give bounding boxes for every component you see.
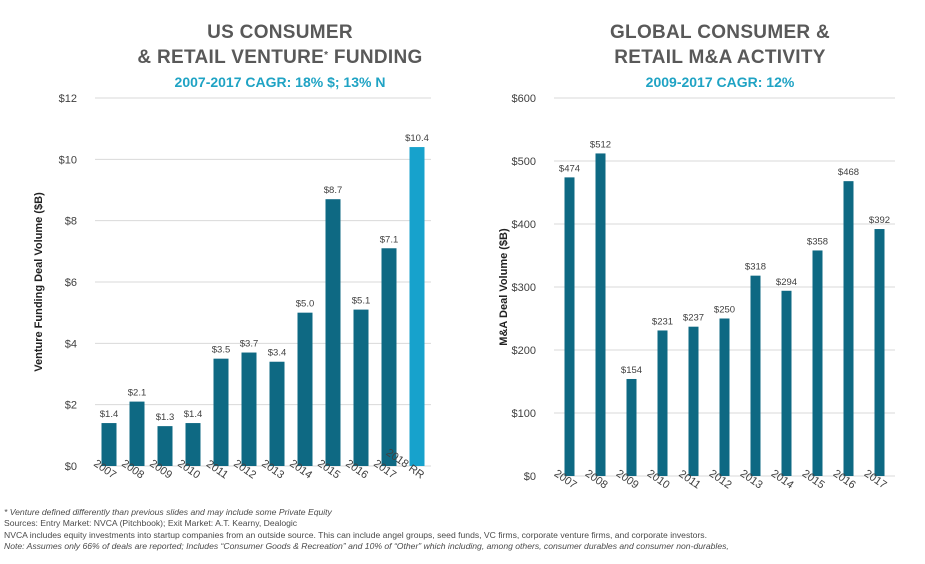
footnote-nvca-note: NVCA includes equity investments into st… — [4, 529, 707, 540]
left-chart-value-label: $8.7 — [324, 185, 343, 196]
left-chart-value-label: $10.4 — [405, 133, 429, 144]
right-chart-bar — [564, 177, 575, 476]
right-chart-y-tick-label: $600 — [512, 93, 536, 105]
left-chart-value-label: $5.1 — [352, 296, 371, 307]
right-chart-value-label: $294 — [776, 277, 797, 288]
right-bar-chart: $0 $100 $200 $300 $400 $500 $600 M&A Deal Volum… — [498, 93, 895, 491]
left-chart-value-label: $2.1 — [128, 388, 147, 399]
right-chart-bar — [657, 330, 668, 476]
footnote-assumptions: Note: Assumes only 66% of deals are repo… — [4, 541, 729, 552]
left-chart-title-line1: US CONSUMER — [207, 22, 353, 43]
left-chart-y-tick-label: $12 — [59, 93, 77, 105]
left-chart-bar — [213, 358, 229, 466]
left-chart-value-label: $3.4 — [268, 348, 287, 359]
left-chart-y-tick-label: $10 — [59, 154, 77, 166]
right-chart-x-tick-label: 2017 — [862, 468, 889, 492]
right-chart-x-tick-label: 2008 — [583, 468, 610, 492]
right-chart-value-label: $358 — [807, 236, 828, 247]
footnotes: * Venture defined differently than previ… — [4, 507, 919, 553]
right-chart-y-tick-label: $100 — [512, 408, 536, 420]
left-chart-value-label: $5.0 — [296, 299, 315, 310]
right-chart-bar — [750, 275, 761, 476]
left-chart-bar — [157, 426, 173, 466]
left-chart-y-tick-label: $2 — [65, 400, 77, 412]
right-chart-x-tick-label: 2013 — [738, 468, 765, 492]
left-chart-y-tick-label: $4 — [65, 338, 77, 350]
left-chart-bar — [101, 423, 117, 466]
right-chart-bar — [781, 290, 792, 476]
right-chart-x-tick-label: 2015 — [800, 468, 827, 492]
right-chart-y-tick-label: $500 — [512, 156, 536, 168]
left-chart-value-label: $1.3 — [156, 412, 175, 423]
right-chart-title-line1: GLOBAL CONSUMER & — [609, 22, 831, 43]
right-chart-bar — [843, 181, 854, 476]
left-chart-bar — [129, 401, 145, 466]
right-chart-x-tick-label: 2011 — [676, 468, 702, 491]
right-chart-x-tick-label: 2014 — [769, 468, 796, 492]
left-chart-y-tick-label: $6 — [65, 277, 77, 289]
left-chart-title-line2-prefix: & RETAIL VENTURE — [137, 47, 325, 68]
right-chart-bar — [595, 153, 606, 476]
left-chart-title-line2: & RETAIL VENTURE* FUNDING — [110, 45, 450, 70]
left-chart-bar — [325, 199, 341, 466]
left-chart-title-asterisk: * — [324, 50, 329, 61]
charts-canvas: $0 $2 $4 $6 $8 $10 $12 Venture Funding Deal Vol… — [33, 93, 895, 491]
left-chart-bar — [241, 352, 257, 466]
left-chart-title-line2-suffix: FUNDING — [328, 47, 423, 68]
left-chart-y-tick-label: $8 — [65, 216, 77, 228]
left-chart-y-axis-label: Venture Funding Deal Volume ($B) — [33, 192, 45, 372]
left-chart-bar — [409, 147, 425, 467]
left-chart-value-label: $3.7 — [240, 339, 259, 350]
right-chart-y-tick-label: $400 — [512, 219, 536, 231]
left-chart-title: US CONSUMER & RETAIL VENTURE* FUNDING — [110, 20, 450, 70]
right-chart-value-label: $474 — [559, 163, 580, 174]
right-chart-value-label: $512 — [590, 139, 611, 150]
right-chart-title-line2: RETAIL M&A ACTIVITY — [614, 47, 826, 68]
right-chart-x-tick-label: 2007 — [552, 468, 579, 492]
right-chart-bar — [626, 378, 637, 476]
left-chart-bar — [381, 248, 397, 466]
left-chart-bar — [185, 423, 201, 466]
footnote-venture-definition: * Venture defined differently than previ… — [4, 507, 332, 517]
right-chart-y-tick-label: $300 — [512, 282, 536, 294]
left-chart-subtitle: 2007-2017 CAGR: 18% $; 13% N — [174, 74, 386, 90]
right-chart-value-label: $231 — [652, 316, 673, 327]
left-chart-value-label: $1.4 — [184, 409, 203, 420]
footnote-sources: Sources: Entry Market: NVCA (Pitchbook);… — [4, 518, 298, 529]
right-chart-y-axis-label: M&A Deal Volume ($B) — [498, 228, 510, 346]
right-chart-value-label: $154 — [621, 365, 642, 376]
right-chart-bar — [874, 229, 885, 476]
left-chart-y-tick-label: $0 — [65, 461, 77, 473]
right-chart-y-tick-label: $0 — [524, 471, 536, 483]
right-chart-x-tick-label: 2010 — [645, 468, 672, 492]
right-chart-subtitle: 2009-2017 CAGR: 12% — [645, 74, 795, 90]
right-chart-value-label: $237 — [683, 313, 704, 324]
right-chart-bar — [719, 318, 730, 476]
right-chart-x-tick-label: 2012 — [707, 468, 734, 492]
left-chart-bar — [297, 312, 313, 466]
left-chart-bar — [269, 361, 285, 466]
right-chart-y-tick-label: $200 — [512, 345, 536, 357]
left-chart-value-label: $3.5 — [212, 345, 231, 356]
right-chart-x-tick-label: 2016 — [831, 468, 858, 492]
right-chart-value-label: $250 — [714, 305, 735, 316]
right-chart-bar — [688, 326, 699, 476]
right-chart-value-label: $468 — [838, 167, 859, 178]
left-chart-value-label: $7.1 — [380, 234, 399, 245]
left-chart-value-label: $1.4 — [100, 409, 119, 420]
right-chart-bar — [812, 250, 823, 476]
right-chart-value-label: $392 — [869, 215, 890, 226]
left-chart-bar — [353, 309, 369, 466]
left-bar-chart: $0 $2 $4 $6 $8 $10 $12 Venture Funding Deal Vol… — [33, 93, 431, 481]
right-chart-x-tick-label: 2009 — [614, 468, 641, 492]
right-chart-value-label: $318 — [745, 262, 766, 273]
right-chart-title: GLOBAL CONSUMER & RETAIL M&A ACTIVITY — [560, 20, 880, 70]
